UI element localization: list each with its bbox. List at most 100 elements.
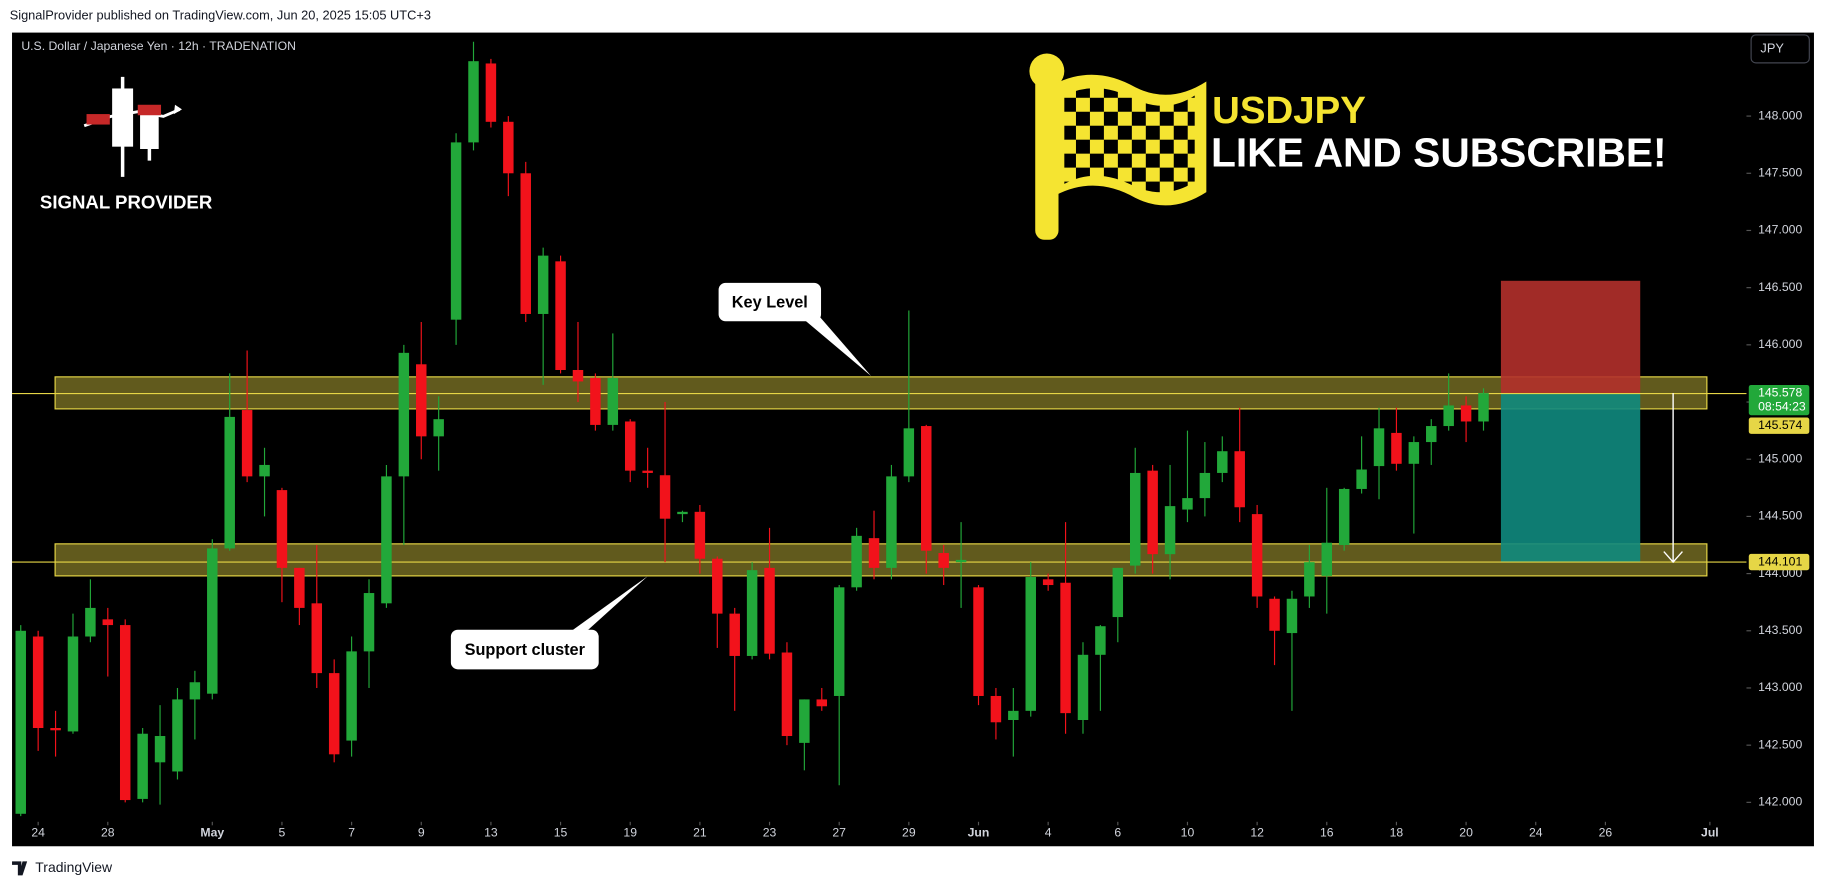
- candle-body: [189, 682, 201, 700]
- candle-body: [172, 699, 183, 772]
- candle-body: [1373, 428, 1385, 467]
- last-price-label: 145.578: [1758, 385, 1802, 399]
- price-tag: [1748, 553, 1810, 571]
- currency-label: JPY: [1760, 40, 1784, 55]
- candle-body: [868, 538, 880, 568]
- x-tick-label: 24: [1529, 826, 1543, 840]
- candle-body: [1356, 469, 1367, 489]
- candle-body: [555, 261, 566, 371]
- candle-body: [712, 558, 723, 614]
- candle-body: [990, 695, 1002, 723]
- candle-body: [955, 559, 967, 563]
- candle-body: [294, 567, 305, 608]
- candle-body: [450, 142, 462, 320]
- candle-body: [102, 619, 114, 626]
- y-tick-label: 143.000: [1758, 680, 1802, 694]
- currency-button[interactable]: [1750, 34, 1810, 64]
- y-tick-label: 142.000: [1758, 795, 1802, 809]
- candle-body: [311, 603, 323, 674]
- candle-body: [520, 173, 531, 314]
- candle-body: [485, 63, 497, 122]
- candle-body: [15, 630, 26, 814]
- arrow-head: [1663, 551, 1683, 564]
- y-tick-label: 146.000: [1758, 337, 1802, 351]
- zone: [54, 543, 1708, 577]
- candle-body: [1025, 577, 1036, 711]
- candle-body: [1286, 598, 1298, 634]
- candle-body: [1408, 442, 1420, 464]
- footer-logo: [12, 861, 28, 876]
- candle-body: [433, 419, 444, 437]
- candle-body: [398, 352, 410, 477]
- x-tick-label: 10: [1181, 826, 1195, 840]
- candle-body: [1426, 426, 1437, 443]
- candle-body: [903, 428, 915, 477]
- candle-body: [363, 593, 375, 652]
- candle-body: [833, 587, 845, 696]
- x-tick-label: 23: [763, 826, 777, 840]
- target-area: [1500, 393, 1641, 563]
- logo: [83, 76, 182, 177]
- candle-body: [1060, 582, 1071, 714]
- candle-body: [938, 553, 949, 568]
- y-tick-label: 143.500: [1758, 623, 1802, 637]
- candle-body: [259, 464, 270, 477]
- x-tick-label: 21: [693, 826, 707, 840]
- x-tick-label: 13: [484, 826, 498, 840]
- candle-body: [537, 255, 549, 314]
- candle-body: [729, 613, 740, 656]
- x-tick-label: 19: [623, 826, 637, 840]
- candle-body: [677, 511, 688, 515]
- candle-body: [973, 587, 984, 696]
- candle-body: [764, 567, 775, 654]
- callout-box: [450, 629, 599, 670]
- candle-body: [154, 736, 166, 763]
- candle-body: [816, 699, 828, 707]
- callout-text: Support cluster: [465, 641, 586, 659]
- candle-body: [572, 370, 584, 382]
- x-tick-label: 6: [1114, 826, 1121, 840]
- candle-body: [886, 476, 897, 568]
- x-tick-label: 24: [31, 826, 45, 840]
- last-price-tag: [1748, 384, 1810, 416]
- candle-body: [241, 410, 253, 477]
- x-tick-label: 20: [1459, 826, 1473, 840]
- x-tick-label: 9: [418, 826, 425, 840]
- x-tick-label: 27: [832, 826, 846, 840]
- candle-body: [1129, 472, 1141, 566]
- flag-icon: [1029, 53, 1207, 240]
- candle-body: [607, 378, 619, 425]
- y-tick-label: 146.500: [1758, 280, 1802, 294]
- candle-body: [1478, 393, 1489, 422]
- candle-body: [1460, 405, 1472, 422]
- stop-area: [1500, 280, 1641, 394]
- price-tag-label: 144.101: [1758, 554, 1802, 568]
- price-tag-label: 145.574: [1758, 418, 1802, 432]
- candle-body: [85, 607, 96, 637]
- candle-body: [119, 625, 131, 801]
- x-tick-label: 5: [279, 826, 286, 840]
- x-tick-label: Jun: [968, 826, 990, 840]
- candle-body: [921, 426, 932, 551]
- candle-body: [67, 636, 79, 732]
- candle-body: [851, 535, 862, 588]
- zone: [54, 376, 1708, 410]
- candle-body: [694, 511, 706, 559]
- x-tick-label: 18: [1390, 826, 1404, 840]
- y-tick-label: 147.500: [1758, 166, 1802, 180]
- candle-body: [1234, 451, 1245, 508]
- candle-body: [224, 416, 235, 549]
- candle-body: [32, 636, 44, 729]
- x-tick-label: 28: [101, 826, 115, 840]
- candle-body: [1251, 514, 1263, 597]
- candle-body: [207, 548, 218, 694]
- tagline: LIKE AND SUBSCRIBE!: [1211, 130, 1667, 176]
- candle-body: [1008, 710, 1019, 720]
- candle-body: [1391, 432, 1402, 464]
- candle-body: [781, 652, 793, 737]
- candle-body: [659, 475, 671, 519]
- candle-body: [328, 673, 340, 755]
- candle-body: [1164, 506, 1176, 555]
- footer: TradingView: [35, 859, 113, 875]
- candle-body: [50, 728, 61, 731]
